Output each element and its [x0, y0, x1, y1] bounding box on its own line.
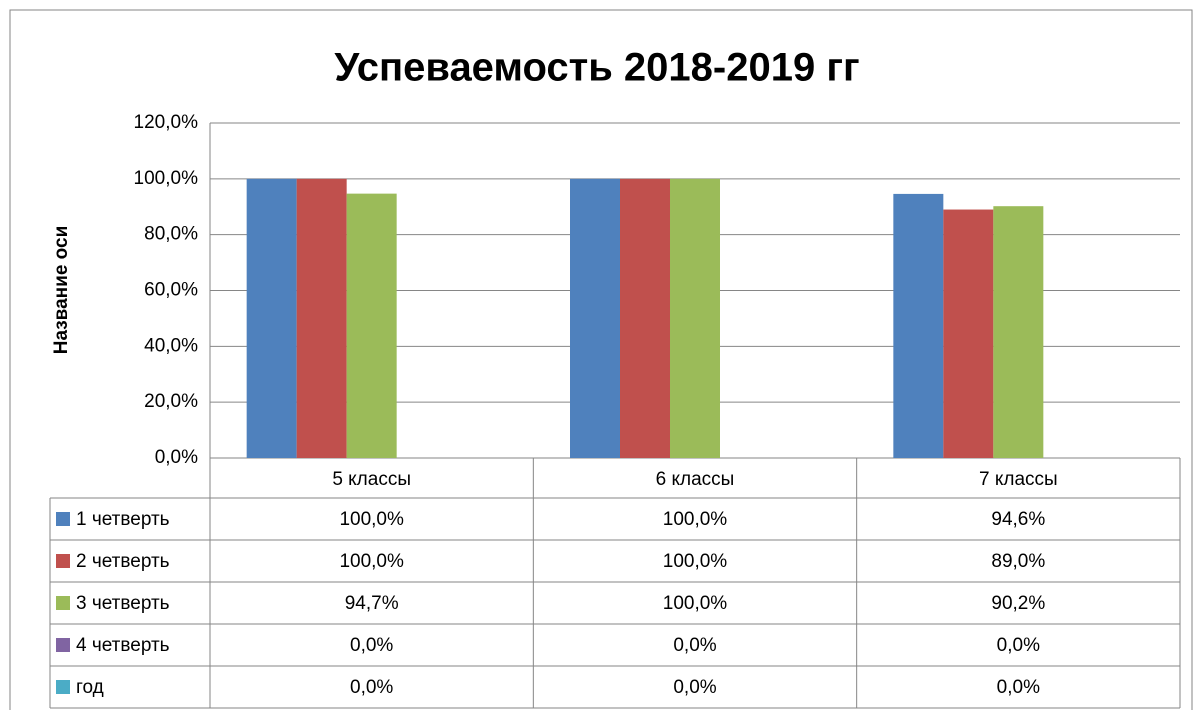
bar: [570, 178, 620, 459]
y-tick-label: 40,0%: [144, 335, 198, 356]
table-value: 100,0%: [339, 551, 404, 572]
legend-key: [56, 638, 70, 652]
legend-label: 1 четверть: [76, 509, 170, 530]
bar: [993, 206, 1044, 458]
legend-key: [56, 512, 70, 526]
table-value: 0,0%: [997, 635, 1040, 656]
bar: [620, 178, 670, 459]
legend-key: [56, 680, 70, 694]
table-value: 94,7%: [345, 593, 399, 614]
table-value: 0,0%: [997, 677, 1040, 698]
bar: [893, 193, 944, 459]
table-value: 100,0%: [663, 509, 728, 530]
y-tick-label: 60,0%: [144, 280, 198, 301]
y-axis-title: Название оси: [51, 226, 72, 355]
legend-label: 2 четверть: [76, 551, 170, 572]
table-value: 100,0%: [339, 509, 404, 530]
legend-key: [56, 596, 70, 610]
y-tick-label: 120,0%: [134, 112, 199, 133]
table-value: 0,0%: [350, 635, 393, 656]
table-value: 90,2%: [991, 593, 1045, 614]
bar: [670, 178, 720, 459]
table-value: 100,0%: [663, 551, 728, 572]
bar: [346, 193, 397, 459]
legend-label: 4 четверть: [76, 635, 170, 656]
y-tick-label: 0,0%: [155, 447, 198, 468]
x-tick-label: 5 классы: [332, 469, 411, 490]
chart-title: Успеваемость 2018-2019 гг: [334, 46, 859, 90]
y-tick-label: 80,0%: [144, 224, 198, 245]
table-value: 0,0%: [350, 677, 393, 698]
y-tick-label: 20,0%: [144, 391, 198, 412]
legend-label: год: [76, 677, 104, 698]
x-tick-label: 7 классы: [979, 469, 1058, 490]
legend-label: 3 четверть: [76, 593, 170, 614]
bar: [943, 209, 994, 458]
bar: [296, 178, 347, 459]
table-value: 94,6%: [991, 509, 1045, 530]
legend-key: [56, 554, 70, 568]
table-value: 0,0%: [673, 677, 716, 698]
bar: [246, 178, 297, 459]
y-tick-label: 100,0%: [134, 168, 199, 189]
table-value: 89,0%: [991, 551, 1045, 572]
x-tick-label: 6 классы: [656, 469, 735, 490]
table-value: 100,0%: [663, 593, 728, 614]
table-value: 0,0%: [673, 635, 716, 656]
